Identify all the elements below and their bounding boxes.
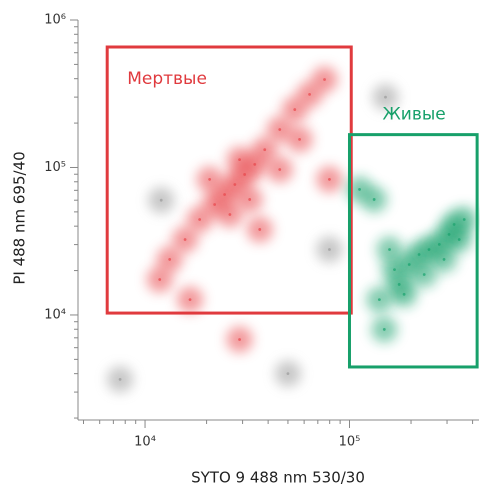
- y-tick-label: 10⁵: [44, 160, 66, 175]
- point: [422, 273, 426, 276]
- point: [457, 238, 461, 241]
- y-axis-title: PI 488 nm 695/40: [11, 151, 29, 284]
- point: [263, 148, 267, 152]
- point: [188, 298, 192, 302]
- point: [293, 108, 297, 111]
- point: [388, 248, 391, 251]
- point: [233, 183, 237, 186]
- point: [278, 128, 282, 131]
- point: [437, 242, 441, 246]
- point: [248, 198, 252, 201]
- point: [442, 258, 446, 261]
- point: [358, 188, 361, 191]
- point: [253, 162, 257, 166]
- point: [159, 198, 163, 202]
- point: [238, 158, 241, 162]
- point: [158, 278, 162, 281]
- point: [298, 138, 301, 141]
- point: [377, 298, 381, 302]
- gate: [347, 133, 479, 369]
- point: [308, 92, 311, 96]
- point: [328, 248, 331, 251]
- point: [118, 377, 122, 381]
- y-tick-label: 10⁴: [44, 307, 66, 322]
- point: [183, 238, 187, 241]
- x-axis-title: SYTO 9 488 nm 530/30: [191, 469, 365, 487]
- point: [382, 328, 386, 331]
- point: [223, 193, 227, 196]
- point: [323, 78, 326, 81]
- x-tick-label: 10⁵: [339, 435, 361, 450]
- point: [407, 263, 411, 266]
- point: [213, 203, 217, 206]
- point: [372, 198, 376, 201]
- point: [243, 173, 247, 176]
- point: [168, 258, 172, 261]
- point: [208, 178, 212, 181]
- y-tick-label: 10⁶: [44, 13, 66, 28]
- point: [328, 178, 331, 181]
- point: [258, 228, 262, 231]
- point: [228, 213, 232, 216]
- point: [286, 372, 290, 376]
- gate-label: Мертвые: [127, 69, 207, 89]
- x-tick-label: 10⁴: [134, 435, 156, 450]
- data-layer: [107, 66, 478, 393]
- point: [238, 338, 241, 341]
- point: [384, 95, 387, 99]
- point: [402, 292, 406, 296]
- point: [462, 218, 466, 221]
- point: [198, 218, 202, 221]
- gate-label: Живые: [382, 105, 445, 125]
- point: [393, 268, 396, 272]
- gate: [105, 45, 353, 315]
- point: [278, 168, 282, 171]
